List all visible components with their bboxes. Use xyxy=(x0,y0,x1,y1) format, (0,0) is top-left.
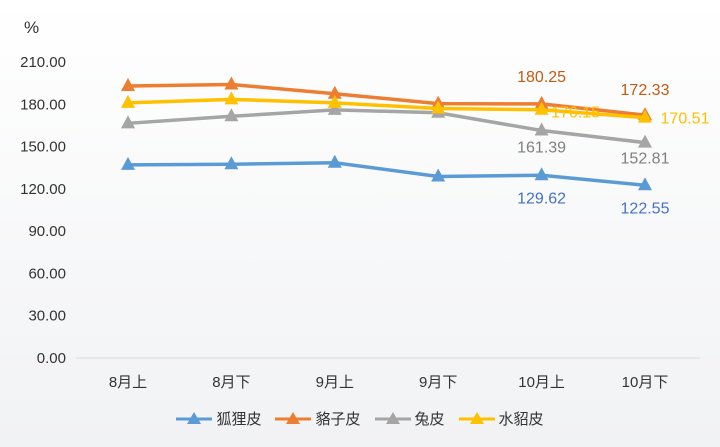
legend-label: 狐狸皮 xyxy=(216,411,262,428)
legend-item: 貉子皮 xyxy=(275,408,361,429)
data-label: 161.39 xyxy=(517,140,566,157)
series-3 xyxy=(121,91,652,123)
data-point-marker xyxy=(638,109,652,123)
legend-line-triangle-icon xyxy=(374,411,411,424)
data-point-marker xyxy=(224,108,239,122)
legend-label: 貉子皮 xyxy=(315,411,361,428)
data-point-marker xyxy=(638,134,652,148)
series-line xyxy=(127,108,646,145)
data-point-marker xyxy=(534,167,549,181)
data-label: 180.25 xyxy=(517,69,566,86)
data-point-marker xyxy=(534,101,549,115)
legend-label: 兔皮 xyxy=(414,411,445,428)
data-point-marker xyxy=(327,94,342,108)
data-point-marker xyxy=(224,156,239,170)
series-line xyxy=(127,97,646,120)
data-point-marker xyxy=(121,115,135,129)
y-tick-label: 30.00 xyxy=(28,308,66,325)
y-tick-label: 0.00 xyxy=(37,350,66,367)
legend-line-triangle-icon xyxy=(458,411,495,424)
data-point-marker xyxy=(224,91,239,105)
series-line xyxy=(127,82,646,117)
data-point-marker xyxy=(534,122,549,136)
y-tick-label: 180.00 xyxy=(20,96,66,113)
series-line xyxy=(127,161,646,188)
legend-label: 水貂皮 xyxy=(498,411,544,428)
legend: 狐狸皮 貉子皮 兔皮 水貂皮 xyxy=(0,408,720,429)
data-point-marker xyxy=(638,177,652,191)
data-point-marker xyxy=(121,77,135,91)
data-label: 176.15 xyxy=(551,105,600,122)
y-tick-label: 60.00 xyxy=(28,265,66,282)
legend-line-triangle-icon xyxy=(275,411,312,424)
y-axis-unit: % xyxy=(24,18,39,37)
x-tick-label: 10月下 xyxy=(622,374,669,391)
y-tick-label: 90.00 xyxy=(28,223,66,240)
data-label: 122.55 xyxy=(621,200,670,217)
legend-item: 兔皮 xyxy=(374,408,445,429)
data-label: 129.62 xyxy=(517,190,566,207)
data-point-marker xyxy=(121,156,135,170)
data-point-marker xyxy=(431,100,446,114)
data-point-marker xyxy=(224,76,239,90)
x-tick-label: 8月下 xyxy=(212,374,250,391)
series-0 xyxy=(121,154,652,191)
line-chart: % 0.00 30.00 60.00 90.00 120.00 150.00 180.00 2… xyxy=(20,18,710,391)
y-tick-label: 150.00 xyxy=(20,139,66,156)
y-tick-label: 210.00 xyxy=(20,54,66,71)
data-label: 152.81 xyxy=(621,151,670,168)
x-tick-label: 9月上 xyxy=(316,374,354,391)
data-label: 172.33 xyxy=(621,82,670,99)
data-point-marker xyxy=(327,85,342,99)
x-tick-label: 10月上 xyxy=(518,374,565,391)
x-tick-label: 8月上 xyxy=(109,374,147,391)
data-point-marker xyxy=(327,101,342,115)
data-label: 170.51 xyxy=(661,111,710,128)
data-point-marker xyxy=(121,94,135,108)
x-tick-label: 9月下 xyxy=(419,374,457,391)
data-point-marker xyxy=(327,154,342,168)
legend-item: 水貂皮 xyxy=(458,408,544,429)
legend-line-triangle-icon xyxy=(176,411,213,424)
y-tick-label: 120.00 xyxy=(20,181,66,198)
legend-item: 狐狸皮 xyxy=(176,408,261,429)
data-point-marker xyxy=(431,168,446,182)
